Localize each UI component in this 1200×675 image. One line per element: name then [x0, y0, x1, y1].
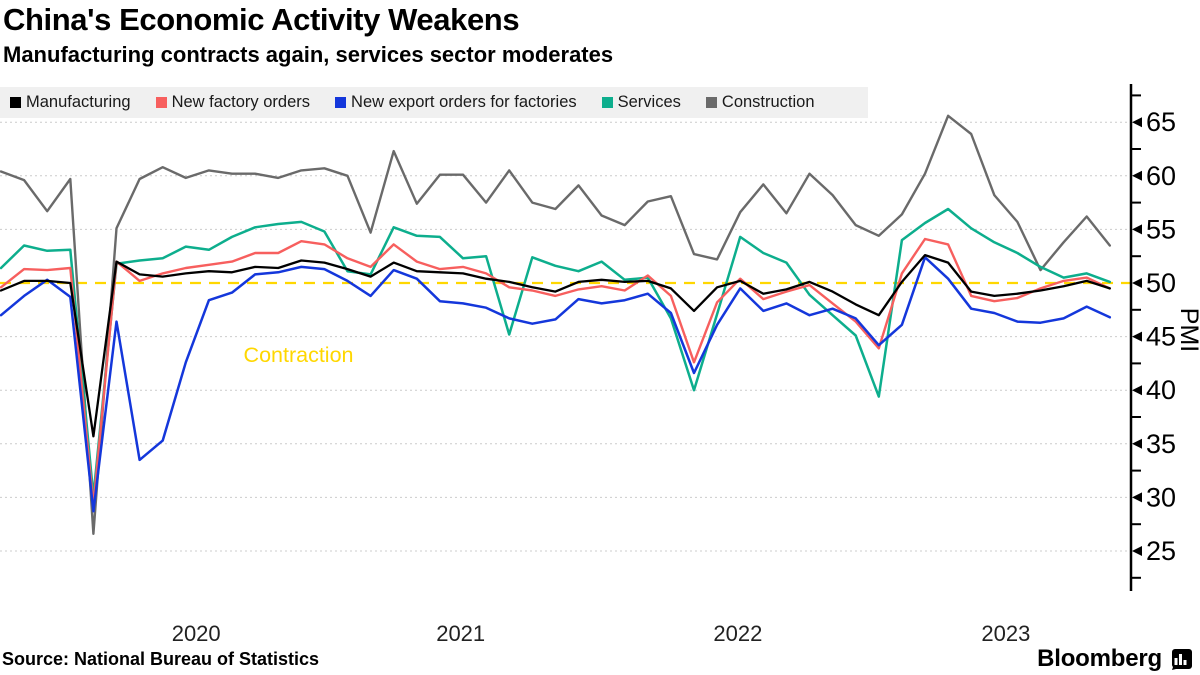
- bloomberg-wordmark: Bloomberg: [1037, 645, 1162, 672]
- legend-swatch-icon: [10, 97, 21, 108]
- source-attribution: Source: National Bureau of Statistics: [2, 649, 320, 669]
- bloomberg-logo: Bloomberg: [1037, 645, 1192, 673]
- series-line-manufacturing: [0, 253, 1111, 438]
- series-line-new-factory-orders: [0, 237, 1112, 507]
- chart-subtitle: Manufacturing contracts again, services …: [3, 42, 614, 67]
- y-axis-tick-label: 40: [1146, 375, 1176, 405]
- y-axis-major-tick: [1132, 117, 1142, 128]
- y-axis-major-tick: [1132, 546, 1142, 556]
- legend-item: Construction: [705, 93, 815, 112]
- y-axis-major-tick: [1132, 170, 1142, 181]
- legend-swatch-icon: [335, 97, 347, 108]
- legend-item-label: Construction: [721, 93, 815, 111]
- y-axis-tick-label: 35: [1146, 429, 1176, 459]
- series-line-construction: [0, 114, 1112, 535]
- y-axis-tick-label: 55: [1146, 214, 1176, 244]
- series-line-new-export-orders-for-factories: [0, 256, 1112, 513]
- y-axis-major-tick: [1132, 224, 1142, 235]
- legend-item-label: Services: [617, 93, 681, 111]
- legend-item-label: Manufacturing: [26, 93, 131, 111]
- y-axis-tick-label: 25: [1146, 536, 1176, 566]
- y-axis-tick-label: 60: [1146, 161, 1176, 191]
- x-axis-year-label: 2021: [436, 621, 485, 646]
- legend-swatch-icon: [155, 97, 167, 108]
- y-axis-major-tick: [1132, 492, 1142, 503]
- contraction-label: Contraction: [244, 343, 354, 367]
- y-axis-major-tick: [1132, 278, 1142, 288]
- y-axis-title: PMI: [1175, 308, 1200, 352]
- y-axis-major-tick: [1132, 385, 1142, 396]
- x-axis-year-label: 2020: [172, 621, 221, 646]
- bloomberg-chart-icon: [1172, 648, 1192, 670]
- legend-item: New factory orders: [155, 93, 311, 112]
- chart-legend: Manufacturing New factory orders New expor…: [0, 87, 868, 118]
- legend-item: Manufacturing: [10, 93, 131, 112]
- legend-swatch-icon: [601, 97, 613, 108]
- x-axis-year-label: 2022: [713, 621, 762, 646]
- y-axis-tick-label: 65: [1146, 107, 1176, 137]
- legend-item-label: New export orders for factories: [351, 93, 577, 111]
- y-axis-tick-label: 30: [1146, 482, 1176, 512]
- legend-swatch-icon: [705, 97, 717, 108]
- series-line-services: [0, 207, 1112, 498]
- x-axis-year-label: 2023: [981, 621, 1030, 646]
- y-axis-tick-label: 45: [1146, 322, 1176, 352]
- y-axis-major-tick: [1132, 331, 1142, 342]
- legend-item: New export orders for factories: [335, 93, 577, 112]
- chart-title: China's Economic Activity Weakens: [3, 2, 520, 37]
- legend-item: Services: [601, 93, 681, 112]
- legend-item-label: New factory orders: [171, 93, 311, 111]
- y-axis-tick-label: 50: [1146, 268, 1176, 298]
- y-axis-major-tick: [1132, 438, 1142, 449]
